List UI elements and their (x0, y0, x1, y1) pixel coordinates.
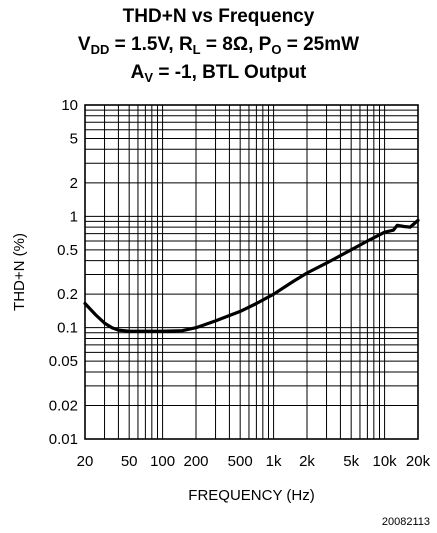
x-tick-label: 500 (228, 453, 253, 470)
x-tick-label: 100 (150, 453, 175, 470)
y-tick-label: 5 (70, 131, 78, 148)
vdd-subscript: DD (90, 42, 110, 57)
av-subscript: V (144, 70, 154, 85)
x-tick-labels: 20 50 100 200 500 1k 2k 5k 10k 20k (77, 453, 431, 470)
y-tick-label: 0.02 (49, 397, 78, 414)
grid-lines (85, 105, 418, 439)
rl-subscript: L (192, 42, 201, 57)
vdd-value: = 1.5V, (109, 34, 179, 55)
chart-title: THD+N vs Frequency (122, 6, 315, 27)
av-label: A (130, 62, 145, 83)
x-tick-label: 20 (77, 453, 94, 470)
po-subscript: O (271, 42, 282, 57)
po-label: P (258, 34, 272, 55)
chart-subtitle-conditions: VDD = 1.5V, RL = 8Ω, PO = 25mW (0, 34, 437, 56)
rl-label: R (178, 34, 193, 55)
plot-frame (84, 104, 419, 440)
figure-id: 20082113 (382, 516, 430, 528)
x-tick-label: 50 (121, 453, 138, 470)
thd-series-line (83, 218, 420, 333)
y-tick-label: 2 (70, 175, 78, 192)
po-value: = 25mW (281, 34, 360, 55)
y-tick-label: 10 (61, 97, 78, 114)
y-tick-labels: 0.01 0.02 0.05 0.1 0.2 0.5 1 2 5 10 (49, 97, 78, 448)
av-value: = -1, BTL Output (153, 62, 307, 83)
y-tick-label: 0.2 (57, 286, 78, 303)
x-tick-label: 1k (266, 453, 282, 470)
x-tick-label: 5k (343, 453, 359, 470)
y-tick-label: 0.05 (49, 353, 78, 370)
x-tick-label: 2k (299, 453, 315, 470)
y-tick-label: 0.01 (49, 431, 78, 448)
rl-value: = 8Ω, (200, 34, 259, 55)
y-axis-label: THD+N (%) (11, 233, 28, 311)
x-tick-label: 10k (372, 453, 397, 470)
y-tick-label: 1 (70, 208, 78, 225)
y-tick-label: 0.5 (57, 242, 78, 259)
x-axis-label: FREQUENCY (Hz) (188, 487, 314, 504)
x-tick-label: 200 (183, 453, 208, 470)
x-tick-label: 20k (406, 453, 431, 470)
chart-subtitle-gain: AV = -1, BTL Output (0, 62, 437, 84)
y-tick-label: 0.1 (57, 320, 78, 337)
vdd-label: V (77, 34, 91, 55)
